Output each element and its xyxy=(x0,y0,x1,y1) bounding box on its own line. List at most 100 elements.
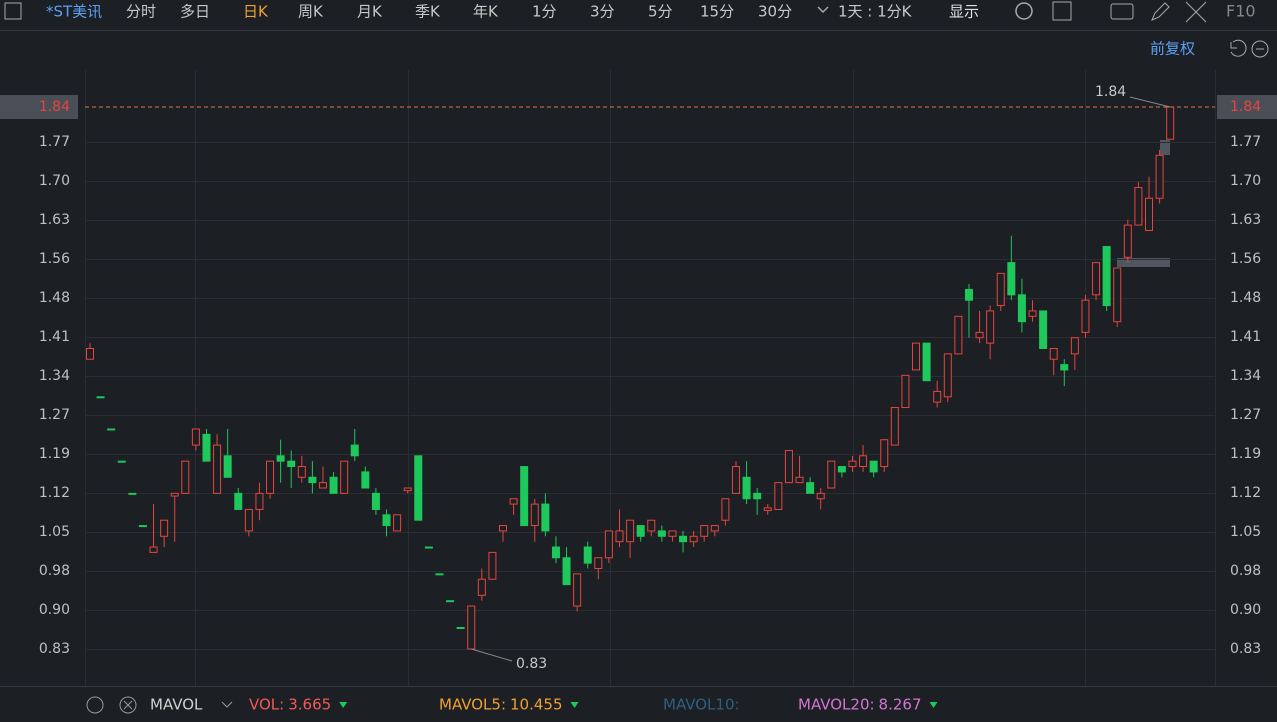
y-tick-label: 0.90 xyxy=(39,602,70,618)
candle-body xyxy=(753,492,762,500)
candle-body xyxy=(213,444,222,494)
price-marker xyxy=(1117,258,1170,267)
candle-body xyxy=(594,557,603,569)
period-tab[interactable]: 3分 xyxy=(590,3,615,21)
candle-body xyxy=(128,492,137,495)
more-periods[interactable] xyxy=(817,6,829,14)
candle-body xyxy=(742,476,751,500)
candle-body xyxy=(837,466,846,473)
candle-body xyxy=(107,428,116,431)
fullscreen-icon[interactable] xyxy=(1185,1,1207,23)
candle-body xyxy=(244,508,253,532)
checkbox-icon[interactable] xyxy=(1052,1,1072,21)
candle-body xyxy=(710,525,719,532)
candle-body xyxy=(223,455,232,478)
period-tab[interactable]: 季K xyxy=(415,3,441,21)
trend-down-icon xyxy=(929,702,938,708)
candle-body xyxy=(774,482,783,510)
period-tab[interactable]: 5分 xyxy=(648,3,673,21)
candle-body xyxy=(340,460,349,494)
y-tick-label-right: 1.27 xyxy=(1230,407,1261,423)
y-tick-label-right: 1.34 xyxy=(1230,368,1261,384)
y-tick-label: 1.19 xyxy=(39,446,70,462)
indicator-name[interactable]: MAVOL xyxy=(150,696,203,714)
sidebar-toggle[interactable] xyxy=(4,2,22,20)
f10-button[interactable]: F10 xyxy=(1226,2,1256,21)
indicator-label: MAVOL5: xyxy=(439,696,506,714)
last-price-label-right: 1.84 xyxy=(1230,99,1261,115)
low-marker-label: 0.83 xyxy=(516,656,547,672)
y-tick-label: 1.34 xyxy=(39,368,70,384)
draw-icon[interactable] xyxy=(1151,2,1170,21)
candle-body xyxy=(266,460,275,494)
y-tick-label: 0.98 xyxy=(39,563,70,579)
y-tick-label: 1.27 xyxy=(39,407,70,423)
last-price-tag xyxy=(0,95,78,120)
candle-body xyxy=(615,530,624,543)
period-tab[interactable]: 年K xyxy=(473,3,499,21)
candle-body xyxy=(859,455,868,468)
candle-body xyxy=(1028,310,1037,317)
period-tab[interactable]: 30分 xyxy=(758,3,792,21)
y-tick-label-right: 0.98 xyxy=(1230,563,1261,579)
candle-body xyxy=(636,525,645,537)
period-tab[interactable]: 分时 xyxy=(126,3,156,21)
candle-body xyxy=(297,466,306,478)
period-tab[interactable]: 多日 xyxy=(180,3,210,21)
stock-name[interactable]: *ST美讯 xyxy=(46,3,102,21)
low-marker-leader xyxy=(471,648,513,662)
candle-body xyxy=(160,519,169,537)
period-tab[interactable]: 15分 xyxy=(700,3,734,21)
settings-icon[interactable] xyxy=(1015,2,1033,20)
indicator-settings[interactable] xyxy=(86,696,104,714)
candle-body xyxy=(1123,224,1132,258)
y-tick-label: 1.05 xyxy=(39,524,70,540)
reset-icon[interactable] xyxy=(1230,39,1247,57)
indicator-close[interactable] xyxy=(119,696,137,714)
candle-body xyxy=(996,272,1005,307)
y-tick-label-right: 1.19 xyxy=(1230,446,1261,462)
candle-body xyxy=(679,535,688,543)
candle-body xyxy=(530,503,539,527)
candle-body xyxy=(170,492,179,497)
candle-body xyxy=(933,390,942,403)
range-select[interactable]: 1天 : 1分K xyxy=(838,3,913,21)
y-tick-label: 0.83 xyxy=(39,641,70,657)
candle-body xyxy=(1060,364,1069,371)
candle-body xyxy=(202,433,211,462)
candle-body xyxy=(1113,267,1122,323)
candle-body xyxy=(467,605,476,650)
candle-body xyxy=(361,471,370,489)
candle-body xyxy=(318,482,327,489)
candle-body xyxy=(509,498,518,505)
candle-body xyxy=(784,449,793,484)
y-tick-label-right: 1.05 xyxy=(1230,524,1261,540)
period-tab[interactable]: 日K xyxy=(243,3,269,21)
adjust-mode[interactable]: 前复权 xyxy=(1150,40,1195,58)
y-tick-label: 1.56 xyxy=(39,251,70,267)
candle-body xyxy=(520,466,529,527)
candle-body xyxy=(1007,262,1016,296)
candle-body xyxy=(371,492,380,510)
candle-body xyxy=(350,444,359,457)
camera-icon[interactable] xyxy=(1110,3,1134,20)
candle-body xyxy=(393,514,402,532)
indicator-select[interactable] xyxy=(221,701,233,708)
candle-body xyxy=(86,347,94,360)
candle-body xyxy=(414,455,423,521)
y-tick-label-right: 1.12 xyxy=(1230,485,1261,501)
candle-body xyxy=(795,476,804,484)
candle-body xyxy=(731,466,740,494)
candle-body xyxy=(912,342,921,371)
high-marker-leader xyxy=(1129,96,1171,108)
candle-body xyxy=(255,492,264,510)
period-tab[interactable]: 周K xyxy=(298,3,324,21)
zoom-out-icon[interactable] xyxy=(1251,40,1269,58)
candle-body xyxy=(181,460,190,494)
period-tab[interactable]: 月K xyxy=(357,3,383,21)
candle-body xyxy=(975,331,984,339)
display-menu[interactable]: 显示 xyxy=(949,3,979,21)
period-tab[interactable]: 1分 xyxy=(532,3,557,21)
y-tick-label-right: 1.48 xyxy=(1230,290,1261,306)
